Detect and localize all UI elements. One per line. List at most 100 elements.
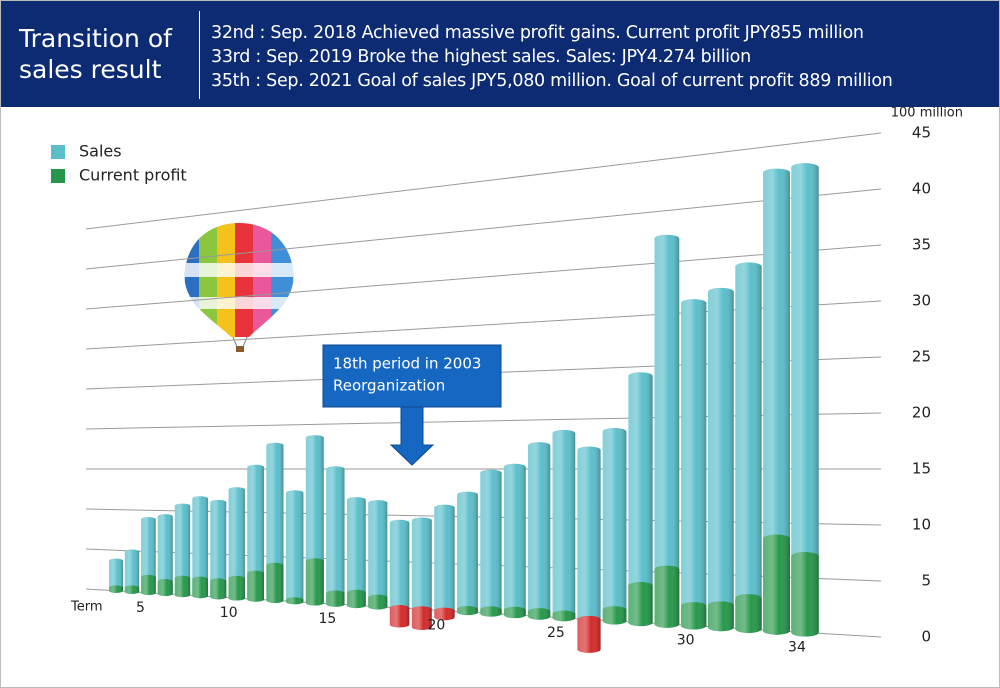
y-tick-label: 15 <box>912 460 931 478</box>
y-tick-label: 30 <box>912 292 931 310</box>
y-tick-label: 35 <box>912 236 931 254</box>
notes: 32nd : Sep. 2018 Achieved massive profit… <box>211 21 893 93</box>
bar-shade <box>411 517 432 613</box>
bar-shade <box>480 606 502 617</box>
bar-shade <box>157 514 173 597</box>
bar-shade <box>347 589 366 609</box>
bar-shade <box>192 496 208 599</box>
bar-shade <box>577 446 601 623</box>
x-tick-label: 15 <box>318 611 336 627</box>
balloon <box>184 223 294 352</box>
x-tick-label: 20 <box>428 618 446 634</box>
bar-shade <box>791 163 819 637</box>
bar-shade <box>247 570 264 602</box>
bar-shade <box>763 168 790 635</box>
bar-shade <box>389 605 410 628</box>
note: 32nd : Sep. 2018 Achieved massive profit… <box>211 23 864 43</box>
legend-label: Current profit <box>79 166 187 185</box>
annotation: 18th period in 2003 Reorganization <box>322 344 502 466</box>
bar-shade <box>763 534 790 635</box>
y-tick-label: 45 <box>912 124 931 142</box>
y-tick-label: 10 <box>912 516 931 534</box>
grid-line <box>85 244 882 310</box>
bar-shade <box>735 262 762 633</box>
bar-shade <box>247 464 264 602</box>
bar-shade <box>628 372 653 627</box>
x-tick-label: 30 <box>677 633 695 649</box>
bar-shade <box>347 497 366 609</box>
y-tick-label: 5 <box>921 572 931 590</box>
bar-shade <box>210 578 227 600</box>
bar-shade <box>707 287 734 632</box>
grid-line <box>85 132 882 230</box>
bar-shade <box>791 552 819 637</box>
bar-shade <box>368 500 388 610</box>
bar-shade <box>389 519 410 611</box>
bar-shade <box>124 585 140 594</box>
bar-shade <box>434 607 455 621</box>
bar-shade <box>552 610 576 622</box>
annotation-line: Reorganization <box>333 377 445 395</box>
bar-shade <box>681 299 707 630</box>
bar-shade <box>457 491 478 616</box>
bar-shade <box>654 565 680 628</box>
bar-shade <box>305 558 324 606</box>
y-tick-label: 40 <box>912 180 931 198</box>
bar-shade <box>552 429 576 622</box>
bar-shade <box>124 549 140 594</box>
bar-shade <box>109 558 123 593</box>
bar-shade <box>109 585 123 593</box>
bars <box>109 163 819 653</box>
legend-swatch <box>51 145 65 159</box>
bar-shade <box>285 597 304 605</box>
bar-shade <box>368 594 388 610</box>
bar-shade <box>210 499 227 600</box>
header: Transition of sales result 32nd : Sep. 2… <box>1 1 999 107</box>
legend-swatch <box>51 169 65 183</box>
bar-shade <box>577 615 601 653</box>
note: 33rd : Sep. 2019 Broke the highest sales… <box>211 47 751 67</box>
bar-shade <box>434 504 455 614</box>
x-tick-label: 5 <box>136 600 145 616</box>
annotation-line: 18th period in 2003 <box>333 355 481 373</box>
annotation-arrow <box>389 406 435 466</box>
note: 35th : Sep. 2021 Goal of sales JPY5,080 … <box>211 71 893 91</box>
y-tick-label: 20 <box>912 404 931 422</box>
bar-shade <box>528 442 551 620</box>
bar-shade <box>266 442 284 603</box>
bar-shade <box>141 574 156 595</box>
bar-shade <box>628 582 653 627</box>
x-tick-label: 25 <box>547 625 565 641</box>
bar-shade <box>326 466 345 607</box>
bar-shade <box>480 469 502 617</box>
bar-shade <box>326 590 345 607</box>
grid-line <box>85 412 882 430</box>
bar-shade <box>228 487 245 601</box>
bar-shade <box>192 576 208 599</box>
bar-shade <box>285 490 304 605</box>
bar-shade <box>411 606 432 631</box>
bar-shade <box>157 579 173 597</box>
y-tick-label: 0 <box>921 628 931 646</box>
y-axis-label: 100 million <box>891 106 963 121</box>
bar-shade <box>503 463 526 619</box>
x-tick-label: 10 <box>220 605 238 621</box>
bar-shade <box>503 606 526 619</box>
bar-shade <box>681 602 707 630</box>
x-tick-label: 34 <box>788 639 806 655</box>
grid-line <box>85 188 882 270</box>
title: Transition of sales result <box>19 24 172 84</box>
bar-shade <box>266 562 284 603</box>
separator <box>199 11 200 99</box>
bar-shade <box>654 234 680 628</box>
bar-shade <box>707 601 734 632</box>
y-tick-label: 25 <box>912 348 931 366</box>
bar-shade <box>457 606 478 616</box>
bar-shade <box>174 575 191 598</box>
legend-label: Sales <box>79 142 122 161</box>
bar-shade <box>735 594 762 633</box>
bar-shade <box>528 608 551 620</box>
bar-shade <box>174 503 191 598</box>
